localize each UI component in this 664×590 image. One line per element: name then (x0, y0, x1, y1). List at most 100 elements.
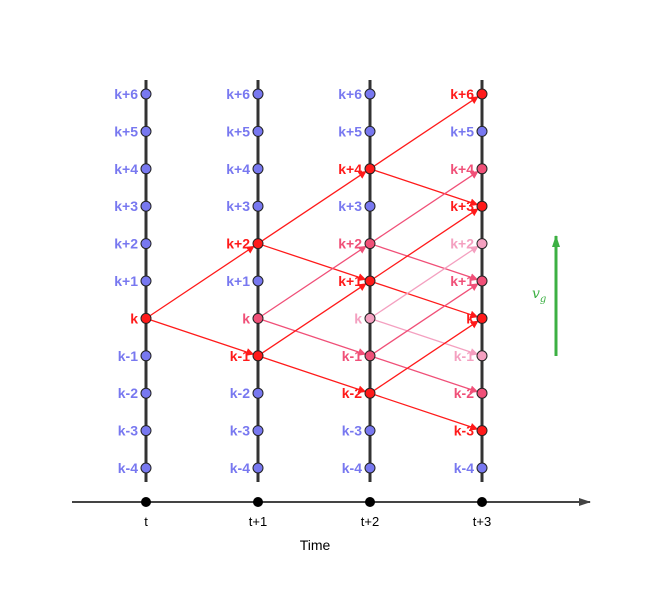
level-label: k+5 (450, 123, 474, 139)
level-label: k-1 (454, 348, 474, 364)
propagation-arrow (373, 96, 479, 167)
lattice-node (252, 88, 264, 100)
lattice-node (140, 275, 152, 287)
level-label: k+2 (450, 236, 474, 252)
level-label: k+6 (338, 86, 362, 102)
lattice-node (140, 312, 152, 324)
time-tick-dot (141, 497, 151, 507)
level-label: k (466, 310, 474, 326)
lattice-node (252, 125, 264, 137)
lattice-node (252, 200, 264, 212)
level-label: k+1 (338, 273, 362, 289)
lattice-node (252, 462, 264, 474)
level-label: k+1 (450, 273, 474, 289)
level-label: k-4 (342, 460, 362, 476)
lattice-node (140, 125, 152, 137)
propagation-arrow (261, 283, 367, 354)
level-label: k-2 (342, 385, 362, 401)
lattice-node (252, 238, 264, 250)
time-tick-label: t+1 (249, 514, 267, 529)
propagation-arrow (262, 319, 367, 356)
propagation-arrow (374, 356, 479, 394)
level-label: k-1 (342, 348, 362, 364)
propagation-arrow (149, 245, 255, 317)
level-label: k+1 (226, 273, 250, 289)
propagation-arrow (373, 283, 479, 354)
level-label: k-1 (230, 348, 250, 364)
level-label: k-3 (342, 423, 362, 439)
level-label: k+5 (226, 123, 250, 139)
level-label: k-3 (118, 423, 138, 439)
lattice-node (364, 312, 376, 324)
propagation-arrow (373, 320, 479, 391)
lattice-node (252, 350, 264, 362)
level-label: k-4 (230, 460, 250, 476)
lattice-node (364, 387, 376, 399)
lattice-node (252, 312, 264, 324)
lattice-node (476, 88, 488, 100)
propagation-arrow (262, 244, 367, 281)
lattice-node (140, 163, 152, 175)
lattice-node (364, 88, 376, 100)
group-velocity: vg (532, 235, 560, 356)
level-label: k+4 (226, 161, 250, 177)
time-axis: t t+1 t+2 t+3 (72, 497, 591, 529)
propagation-arrow (374, 169, 479, 207)
lattice-node (364, 425, 376, 437)
level-label: k-2 (454, 385, 474, 401)
lattice-node (364, 163, 376, 175)
lattice-node (476, 238, 488, 250)
level-label: k-2 (118, 385, 138, 401)
time-tick-dot (365, 497, 375, 507)
lattice-node (252, 163, 264, 175)
lattice-node (476, 200, 488, 212)
lattice-node (140, 425, 152, 437)
time-tick-dot (253, 497, 263, 507)
level-label: k+3 (226, 198, 250, 214)
lattice-node (364, 238, 376, 250)
level-label: k+5 (114, 123, 138, 139)
level-label: k+4 (338, 161, 362, 177)
propagation-arrow (373, 208, 479, 279)
level-label: k+6 (450, 86, 474, 102)
level-label: k-3 (230, 423, 250, 439)
propagation-arrow (261, 245, 367, 317)
level-label: k-1 (118, 348, 138, 364)
propagation-arrow (373, 245, 479, 317)
lattice-node (364, 350, 376, 362)
propagation-arrow (261, 171, 367, 242)
time-tick-label: t+3 (473, 514, 491, 529)
level-label: k+3 (338, 198, 362, 214)
time-tick-dot (477, 497, 487, 507)
group-velocity-label: vg (532, 286, 546, 305)
lattice-node (476, 163, 488, 175)
lattice-node (140, 350, 152, 362)
level-label: k+3 (450, 198, 474, 214)
level-label: k+4 (114, 161, 138, 177)
lattice-node (476, 387, 488, 399)
level-label: k-4 (454, 460, 474, 476)
propagation-arrow (262, 356, 367, 394)
time-tick-label: t+2 (361, 514, 379, 529)
lattice-node (364, 125, 376, 137)
lattice-node (140, 88, 152, 100)
lattice-node (364, 275, 376, 287)
level-label: k (354, 310, 362, 326)
level-label: k+1 (114, 273, 138, 289)
lattice-node (476, 125, 488, 137)
propagation-arrow (374, 281, 479, 319)
lattice-node (476, 425, 488, 437)
level-label: k+6 (114, 86, 138, 102)
lattice-node (476, 462, 488, 474)
propagation-arrow (150, 319, 255, 356)
level-label: k+6 (226, 86, 250, 102)
lattice-node (476, 275, 488, 287)
lattice-node (140, 200, 152, 212)
level-labels: k+6 k+5 k+4 k+3 k+2 k+1 k k-1 k-2 k-3 k-4 k+6 k+5 k+4… (114, 86, 474, 476)
lattice-node (476, 312, 488, 324)
propagation-arrow (374, 394, 479, 431)
lattice-node (140, 238, 152, 250)
lattice-node (476, 350, 488, 362)
propagation-arrow (374, 319, 479, 356)
